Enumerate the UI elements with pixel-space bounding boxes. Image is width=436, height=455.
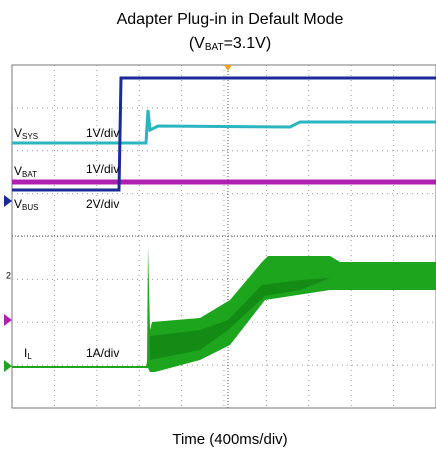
traces [12, 76, 436, 372]
subtitle: (VBAT=3.1V) [189, 35, 271, 52]
channel-name: VBAT [14, 164, 37, 179]
vbus-trace [12, 76, 436, 192]
x-axis-label: Time (400ms/div) [172, 431, 287, 448]
channel-scale: 1A/div [86, 346, 119, 360]
channel-scale: 1V/div [86, 162, 119, 176]
channel-scale: 1V/div [86, 126, 119, 140]
vsys-trace [12, 109, 436, 145]
channel-name: VSYS [14, 126, 38, 141]
channel-scale: 2V/div [86, 197, 119, 211]
channel-labels: VSYS 1V/div VBAT 1V/div VBUS 2V/div IL 1… [14, 126, 119, 361]
title: Adapter Plug-in in Default Mode [117, 11, 344, 28]
channel-markers: 2 [4, 195, 12, 372]
channel-name: VBUS [14, 197, 38, 212]
il-trace [12, 245, 436, 372]
scope-grid [11, 64, 436, 409]
svg-text:2: 2 [6, 270, 11, 280]
channel-name: IL [24, 346, 32, 361]
